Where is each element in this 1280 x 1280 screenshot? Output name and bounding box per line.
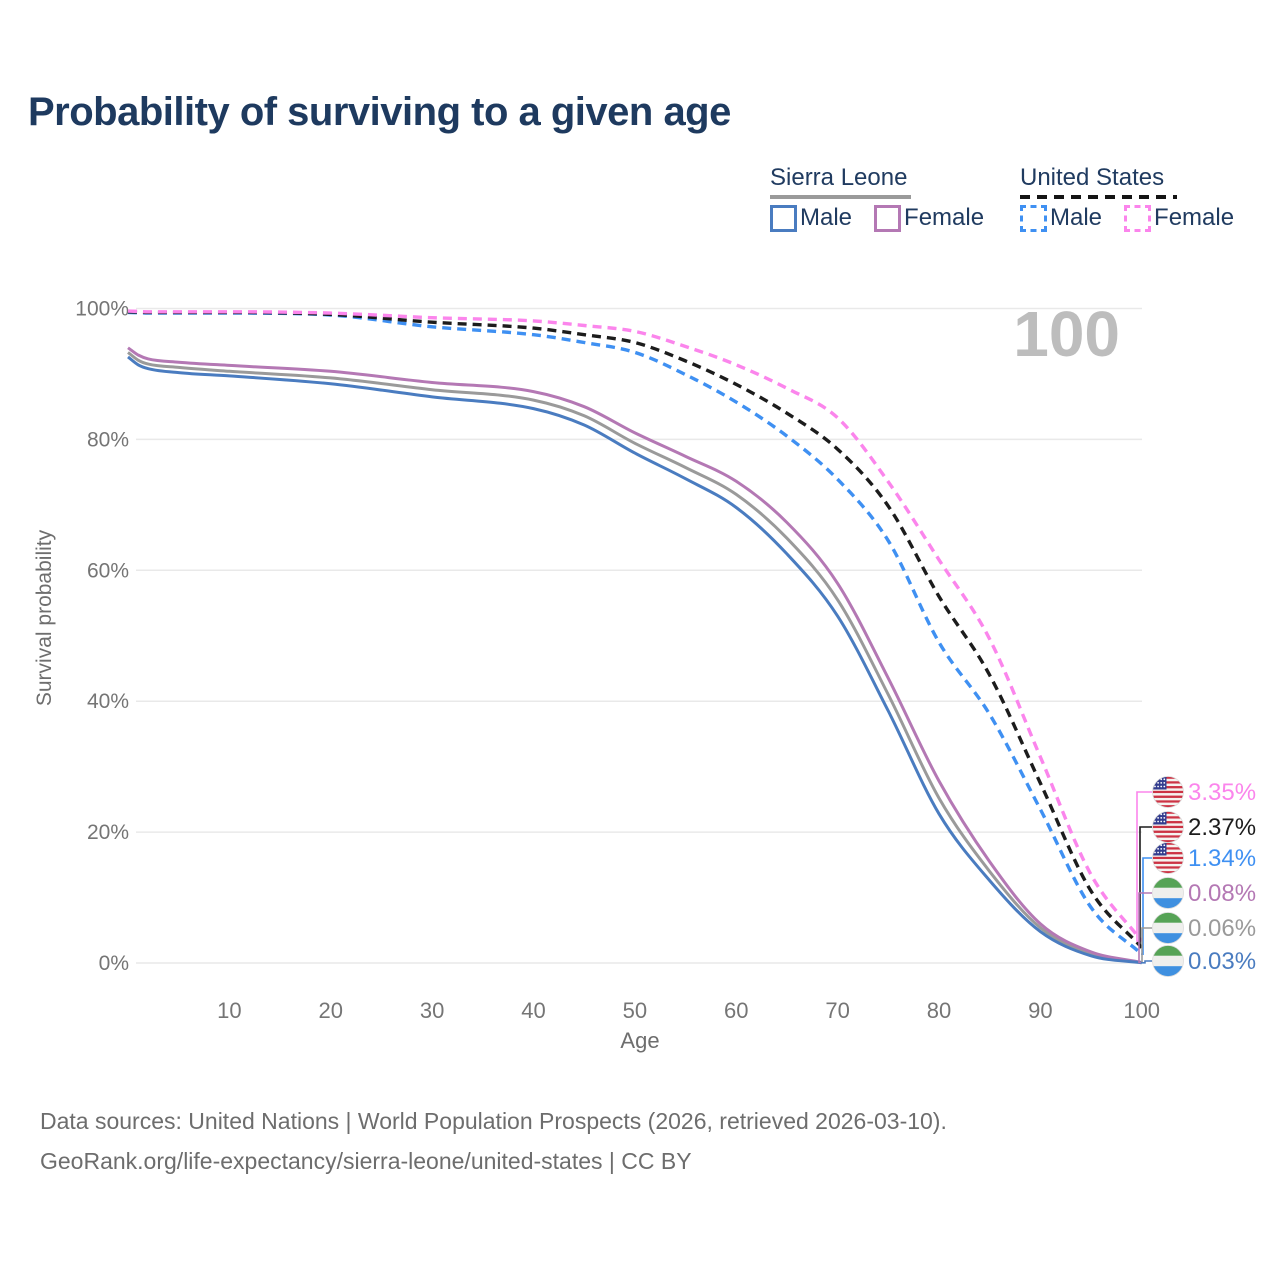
x-tick-40: 40	[521, 998, 545, 1023]
legend-label-sl-male[interactable]: Male	[800, 204, 853, 231]
end-label-us-male: 1.34%	[1141, 842, 1256, 955]
legend-group-sierra-leone: Sierra Leone Male Female	[770, 164, 984, 232]
x-tick-90: 90	[1028, 998, 1052, 1023]
sl-male-swatch[interactable]	[770, 204, 797, 232]
legend-item-us-female[interactable]: Female	[1124, 204, 1234, 232]
series-line-sl-female	[127, 346, 1143, 964]
y-tick-60: 60%	[87, 559, 129, 582]
sierra-leone-flag-icon	[1152, 877, 1184, 909]
page-title: Probability of surviving to a given age	[28, 90, 731, 134]
end-label-sl-total: 0.06%	[1141, 912, 1256, 964]
united-states-total-line-swatch	[1020, 195, 1177, 199]
gridlines	[136, 307, 1142, 964]
us-flag-icon	[1152, 811, 1184, 843]
series-line-us-male	[127, 310, 1143, 956]
us-flag-icon	[1152, 842, 1184, 874]
sierra-leone-total-line-swatch	[770, 195, 911, 199]
x-tick-100: 100	[1123, 998, 1160, 1023]
series-line-us-total	[127, 310, 1143, 949]
sierra-leone-flag-icon	[1152, 912, 1184, 944]
x-tick-30: 30	[420, 998, 444, 1023]
x-axis-title: Age	[620, 1028, 660, 1053]
x-tick-10: 10	[217, 998, 241, 1023]
y-tick-80: 80%	[87, 428, 129, 451]
series-line-us-female	[127, 309, 1144, 943]
y-tick-100: 100%	[75, 298, 129, 321]
end-value-us-female: 3.35%	[1188, 779, 1256, 806]
age-counter: 100	[1013, 298, 1120, 370]
legend-label-sl-female[interactable]: Female	[904, 204, 985, 231]
x-tick-50: 50	[623, 998, 647, 1023]
end-value-us-total: 2.37%	[1188, 814, 1256, 841]
x-tick-80: 80	[927, 998, 951, 1023]
legend-group-title-sierra-leone: Sierra Leone	[770, 164, 908, 191]
series-line-sl-total	[127, 351, 1142, 965]
x-tick-20: 20	[318, 998, 342, 1023]
y-tick-40: 40%	[87, 690, 129, 713]
attribution-link: GeoRank.org/life-expectancy/sierra-leone…	[40, 1148, 692, 1174]
sl-female-swatch[interactable]	[874, 204, 902, 232]
us-flag-icon	[1152, 776, 1184, 808]
leader-line-sl-male	[1141, 960, 1152, 964]
x-tick-70: 70	[825, 998, 849, 1023]
us-female-swatch[interactable]	[1124, 204, 1152, 232]
x-tick-60: 60	[724, 998, 748, 1023]
end-label-us-female: 3.35%	[1136, 776, 1256, 942]
legend-item-us-male[interactable]: Male	[1020, 204, 1102, 232]
legend-label-us-female[interactable]: Female	[1154, 204, 1235, 231]
y-axis-title: Survival probability	[33, 529, 56, 707]
end-value-us-male: 1.34%	[1188, 845, 1256, 872]
series-line-sl-male	[127, 355, 1142, 965]
leader-line-us-total	[1139, 826, 1152, 949]
end-label-sl-male: 0.03%	[1141, 945, 1256, 977]
y-tick-0: 0%	[99, 952, 129, 975]
legend-label-us-male[interactable]: Male	[1050, 204, 1103, 231]
us-male-swatch[interactable]	[1020, 204, 1047, 232]
end-value-sl-male: 0.03%	[1188, 948, 1256, 975]
leader-line-sl-female	[1138, 892, 1152, 964]
leader-line-sl-total	[1141, 927, 1152, 964]
data-sources-note: Data sources: United Nations | World Pop…	[40, 1108, 947, 1134]
sierra-leone-flag-icon	[1152, 945, 1184, 977]
end-value-sl-total: 0.06%	[1188, 915, 1256, 942]
y-tick-20: 20%	[87, 821, 129, 844]
legend-group-united-states: United States Male Female	[1020, 164, 1234, 232]
legend-group-title-united-states: United States	[1020, 164, 1165, 191]
legend-item-sl-male[interactable]: Male	[770, 204, 852, 232]
legend-item-sl-female[interactable]: Female	[874, 204, 984, 232]
end-value-sl-female: 0.08%	[1188, 880, 1256, 907]
end-label-sl-female: 0.08%	[1138, 877, 1256, 964]
